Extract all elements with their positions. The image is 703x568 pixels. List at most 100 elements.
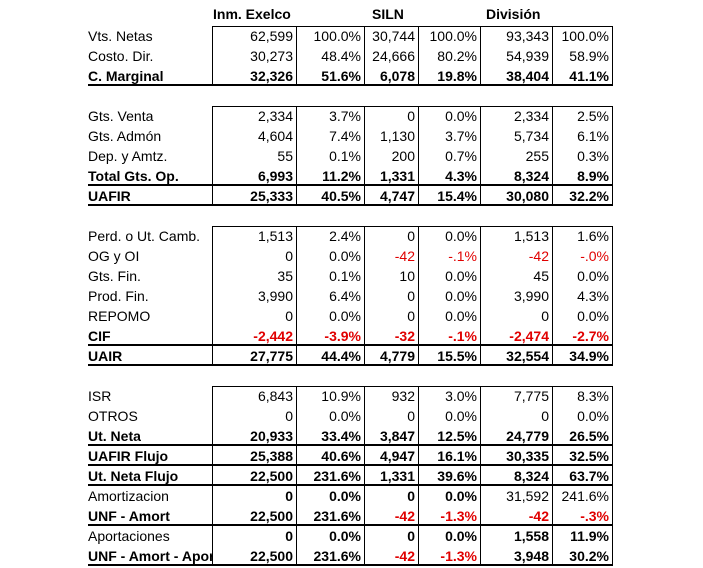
value-cell: 5,734	[513, 128, 549, 144]
value-cell: 4,779	[379, 348, 415, 364]
row-label: Dep. y Amtz.	[88, 148, 168, 164]
row-label: Gts. Venta	[88, 108, 154, 124]
value-cell: 0	[407, 288, 415, 304]
column-border	[552, 226, 553, 366]
percent-cell: 15.4%	[437, 188, 477, 204]
value-cell: 0	[541, 308, 549, 324]
value-cell: -32	[394, 328, 415, 344]
value-cell: 30,744	[372, 28, 415, 44]
value-cell: 54,939	[506, 48, 549, 64]
value-cell: -42	[528, 508, 549, 524]
row-label: OG y OI	[88, 248, 140, 264]
value-cell: 7,775	[513, 388, 549, 404]
percent-cell: 6.1%	[577, 128, 609, 144]
percent-cell: 2.5%	[577, 108, 609, 124]
value-cell: 32,554	[506, 348, 549, 364]
value-cell: 0	[407, 488, 415, 504]
percent-cell: 10.9%	[321, 388, 361, 404]
value-cell: 255	[525, 148, 549, 164]
value-cell: -2,442	[253, 328, 293, 344]
value-cell: 0	[407, 528, 415, 544]
column-border	[296, 386, 297, 566]
row-underline	[88, 344, 613, 346]
percent-cell: 0.0%	[329, 408, 361, 424]
percent-cell: 0.3%	[577, 148, 609, 164]
column-border	[480, 386, 481, 566]
percent-cell: 100.0%	[429, 28, 477, 44]
value-cell: 22,500	[250, 468, 293, 484]
row-label: UNF - Amort - Apor	[88, 548, 212, 564]
percent-cell: 0.7%	[445, 148, 477, 164]
percent-cell: 16.1%	[437, 448, 477, 464]
value-cell: 4,747	[379, 188, 415, 204]
percent-cell: 0.1%	[329, 268, 361, 284]
group-top-border	[212, 106, 613, 107]
percent-cell: 51.6%	[321, 68, 361, 84]
value-cell: 3,948	[513, 548, 549, 564]
value-cell: 0	[541, 408, 549, 424]
percent-cell: 39.6%	[437, 468, 477, 484]
value-cell: 1,331	[379, 468, 415, 484]
column-border	[364, 226, 365, 366]
value-cell: -42	[394, 548, 415, 564]
row-label: Costo. Dir.	[88, 48, 154, 64]
column-border	[480, 106, 481, 206]
row-label: Gts. Fin.	[88, 268, 141, 284]
percent-cell: 26.5%	[569, 428, 609, 444]
value-cell: 30,273	[250, 48, 293, 64]
percent-cell: 44.4%	[321, 348, 361, 364]
value-cell: 1,513	[257, 228, 293, 244]
percent-cell: -.0%	[580, 248, 609, 264]
percent-cell: 80.2%	[437, 48, 477, 64]
percent-cell: -2.7%	[572, 328, 609, 344]
percent-cell: 48.4%	[321, 48, 361, 64]
value-cell: 27,775	[250, 348, 293, 364]
value-cell: 0	[407, 108, 415, 124]
percent-cell: -.1%	[448, 248, 477, 264]
value-cell: 8,324	[513, 468, 549, 484]
percent-cell: 0.0%	[445, 528, 477, 544]
value-cell: 62,599	[250, 28, 293, 44]
percent-cell: 231.6%	[313, 468, 361, 484]
percent-cell: 40.5%	[321, 188, 361, 204]
percent-cell: 41.1%	[569, 68, 609, 84]
value-cell: 38,404	[506, 68, 549, 84]
row-label: UAFIR	[88, 188, 131, 204]
percent-cell: 32.2%	[569, 188, 609, 204]
value-cell: 1,130	[379, 128, 415, 144]
row-label: ISR	[88, 388, 112, 404]
value-cell: -42	[528, 248, 549, 264]
percent-cell: 33.4%	[321, 428, 361, 444]
column-border	[364, 106, 365, 206]
row-label: UNF - Amort	[88, 508, 170, 524]
row-label: OTROS	[88, 408, 138, 424]
column-border	[296, 106, 297, 206]
column-border	[364, 26, 365, 86]
percent-cell: 12.5%	[437, 428, 477, 444]
value-cell: 3,847	[379, 428, 415, 444]
percent-cell: 0.0%	[445, 488, 477, 504]
percent-cell: -.3%	[580, 508, 609, 524]
value-cell: -42	[394, 248, 415, 264]
percent-cell: 0.1%	[329, 148, 361, 164]
value-cell: 93,343	[506, 28, 549, 44]
value-cell: 35	[277, 268, 293, 284]
percent-cell: 8.9%	[577, 168, 609, 184]
percent-cell: 7.4%	[329, 128, 361, 144]
percent-cell: 241.6%	[561, 488, 609, 504]
percent-cell: 231.6%	[313, 508, 361, 524]
value-cell: 30,335	[506, 448, 549, 464]
value-cell: 0	[407, 408, 415, 424]
percent-cell: 0.0%	[329, 308, 361, 324]
header-siln: SILN	[372, 6, 404, 22]
row-label: Ut. Neta Flujo	[88, 468, 179, 484]
header-inm-exelco: Inm. Exelco	[213, 6, 291, 22]
percent-cell: 6.4%	[329, 288, 361, 304]
row-label: Amortizacion	[88, 488, 169, 504]
value-cell: 32,326	[250, 68, 293, 84]
value-cell: 31,592	[506, 488, 549, 504]
row-label: CIF	[88, 328, 111, 344]
column-border	[212, 226, 213, 366]
value-cell: 6,993	[257, 168, 293, 184]
percent-cell: 0.0%	[577, 268, 609, 284]
